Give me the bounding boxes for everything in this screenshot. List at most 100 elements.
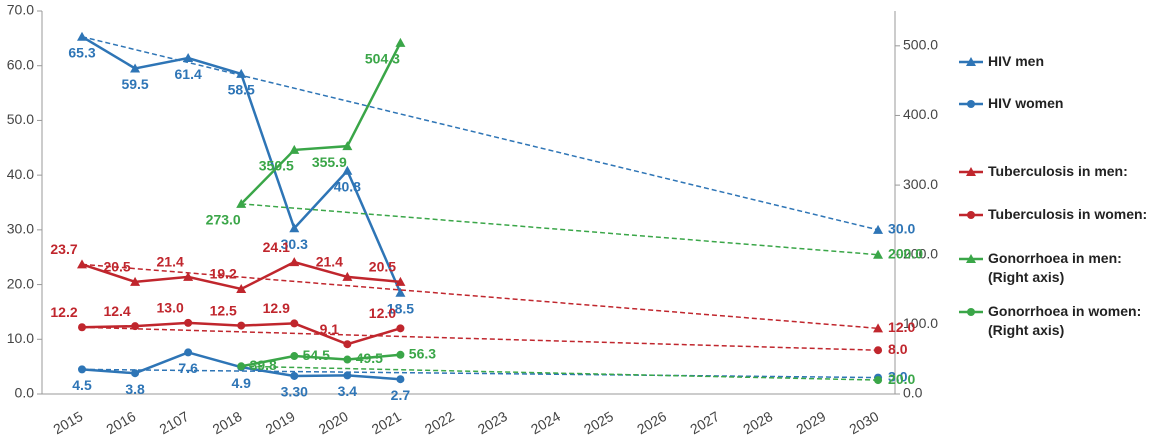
data-label: 58.5 [228, 82, 255, 98]
y2-tick-label: 400.0 [903, 106, 938, 122]
legend-label: Gonorrhoea in women: (Right axis) [988, 303, 1142, 338]
data-label: 20.5 [103, 259, 130, 275]
data-label: 2.7 [391, 387, 411, 403]
data-label: 19.2 [210, 266, 237, 282]
y2-tick-label: 100.0 [903, 315, 938, 331]
data-point [290, 371, 299, 380]
data-point [237, 321, 246, 330]
y-tick-label: 10.0 [7, 330, 34, 346]
data-point [395, 276, 406, 286]
y2-tick-label: 0.0 [903, 385, 923, 401]
legend-swatch [959, 211, 983, 219]
y-tick-label: 70.0 [7, 2, 34, 18]
y2-tick-label: 500.0 [903, 37, 938, 53]
y-tick-label: 30.0 [7, 221, 34, 237]
data-label: 9.1 [320, 321, 340, 337]
x-tick-label: 2025 [581, 408, 616, 437]
data-point [396, 324, 405, 333]
x-tick-label: 2015 [50, 408, 85, 437]
data-point [77, 259, 87, 269]
data-label: 20.0 [888, 371, 915, 387]
data-label: 49.5 [356, 350, 383, 366]
data-label: 4.9 [231, 375, 251, 391]
data-point [78, 323, 86, 332]
legend-item: HIV men [958, 52, 1044, 71]
x-tick-label: 2019 [263, 408, 298, 437]
legend-marker [967, 100, 975, 108]
data-point [342, 165, 353, 175]
data-point [343, 371, 352, 380]
data-label: 3.30 [281, 384, 308, 400]
x-tick-label: 2018 [210, 408, 245, 437]
data-label: 20.5 [369, 259, 396, 275]
data-label: 3.8 [125, 381, 145, 397]
data-point [873, 224, 884, 234]
x-tick-label: 2020 [316, 408, 351, 437]
series-line [241, 43, 878, 255]
data-point [290, 319, 299, 328]
data-point [131, 322, 140, 331]
legend-label: Tuberculosis in women: [988, 206, 1148, 222]
data-label: 65.3 [68, 44, 95, 60]
data-label: 12.4 [103, 303, 130, 319]
legend-item: Gonorrhoea in men: (Right axis) [958, 249, 1122, 287]
data-point [237, 362, 246, 371]
data-point [131, 369, 140, 378]
legend-label: HIV men [988, 53, 1045, 69]
trend-line [81, 263, 879, 330]
data-point [183, 53, 194, 63]
trend-line [81, 35, 879, 231]
data-label: 61.4 [175, 66, 202, 82]
data-label: 4.5 [72, 377, 92, 393]
data-label: 18.5 [387, 300, 414, 316]
data-label: 355.9 [312, 154, 347, 170]
data-point [236, 283, 247, 293]
data-label: 3.4 [338, 383, 358, 399]
data-point [874, 346, 883, 355]
data-point [873, 249, 884, 259]
legend-swatch [959, 308, 983, 316]
data-label: 3.0 [888, 368, 908, 384]
data-point [343, 355, 352, 364]
legend-marker [966, 254, 976, 263]
data-label: 12.5 [210, 302, 237, 318]
trend-line [241, 365, 879, 381]
data-label: 21.4 [157, 254, 184, 270]
legend-item: Tuberculosis in men: [958, 162, 1128, 181]
legend-marker [967, 211, 975, 219]
data-label: 56.3 [409, 345, 436, 361]
data-label: 273.0 [206, 212, 241, 228]
data-label: 39.8 [250, 357, 277, 373]
legend-label: HIV women [988, 95, 1064, 111]
y-tick-label: 60.0 [7, 56, 34, 72]
trend-line [241, 203, 879, 256]
data-point [396, 350, 405, 359]
data-point [396, 375, 405, 384]
data-label: 21.4 [316, 254, 343, 270]
x-tick-label: 2022 [422, 408, 457, 437]
data-point [342, 141, 353, 151]
data-point [395, 287, 406, 297]
data-point [183, 271, 194, 281]
legend-marker [966, 167, 976, 176]
x-tick-label: 2026 [634, 408, 669, 437]
data-label: 8.0 [888, 341, 908, 357]
data-point [874, 376, 883, 385]
legend-label: Gonorrhoea in men: (Right axis) [988, 250, 1122, 285]
chart: 0.0 10.0 20.0 30.0 40.0 50.0 60.0 70.0 0.0 100.0 2… [7, 2, 938, 437]
y-tick-label: 50.0 [7, 111, 34, 127]
legend-swatch [959, 167, 983, 176]
y-tick-label: 20.0 [7, 275, 34, 291]
data-label: 54.5 [303, 347, 330, 363]
x-tick-label: 2030 [846, 408, 881, 437]
data-label: 12.9 [263, 300, 290, 316]
trend-line [81, 326, 879, 351]
data-point [77, 31, 87, 41]
series-line [82, 352, 878, 379]
legend-swatch [959, 254, 983, 263]
x-tick-label: 2107 [157, 408, 192, 437]
x-tick-label: 2028 [740, 408, 775, 437]
data-label: 13.0 [157, 300, 184, 316]
data-point [873, 323, 884, 333]
